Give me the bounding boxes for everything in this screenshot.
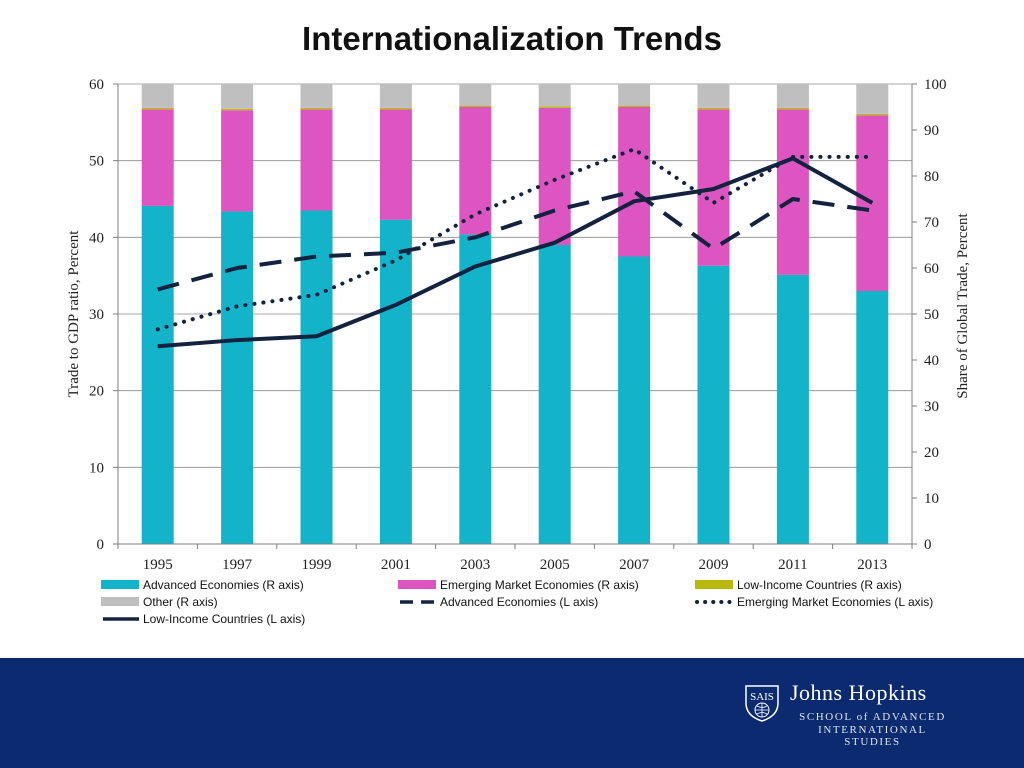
bar-segment xyxy=(776,274,809,544)
bar-segment xyxy=(538,84,571,107)
bar-segment xyxy=(618,256,651,544)
right-tick-label: 90 xyxy=(924,123,939,139)
line-series-dashed xyxy=(157,189,873,292)
x-tick-label: 2001 xyxy=(381,557,411,573)
bar-segment xyxy=(221,108,254,111)
bar-segment xyxy=(697,107,730,110)
x-tick-label: 2007 xyxy=(619,557,650,573)
right-tick-label: 10 xyxy=(924,491,939,507)
logo-name: Johns Hopkins xyxy=(790,680,927,705)
left-tick-label: 60 xyxy=(89,77,104,93)
x-tick-label: 1999 xyxy=(302,557,332,573)
bar-segment xyxy=(221,211,254,545)
bar-segment xyxy=(379,109,412,220)
legend-label: Other (R axis) xyxy=(143,595,218,609)
bar-segment xyxy=(459,234,492,545)
x-tick-label: 1997 xyxy=(222,557,253,573)
legend-swatch xyxy=(398,580,436,589)
right-tick-label: 40 xyxy=(924,353,939,369)
bar-segment xyxy=(141,205,174,544)
line-series-solid xyxy=(157,156,874,349)
bar-segment xyxy=(459,84,492,106)
left-tick-label: 30 xyxy=(89,307,104,323)
bar-segment xyxy=(300,84,333,108)
bar-segment xyxy=(300,109,333,211)
legend-label: Advanced Economies (L axis) xyxy=(440,595,598,609)
chart: 0 10 20 30 40 50 60 0 10 20 30 40 50 60 70 80 90 100 1995 1… xyxy=(66,77,971,626)
legend-label: Low-Income Countries (L axis) xyxy=(143,612,305,626)
lines xyxy=(155,147,875,349)
logo-school-line1: SCHOOL of ADVANCED xyxy=(799,711,946,723)
bar-segment xyxy=(776,107,809,110)
line-series-dotted xyxy=(155,147,875,332)
bar-segment xyxy=(856,84,889,114)
bar-segment xyxy=(379,219,412,544)
right-tick-label: 30 xyxy=(924,399,939,415)
left-tick-label: 20 xyxy=(89,384,104,400)
right-tick-label: 80 xyxy=(924,169,939,185)
legend-swatch xyxy=(101,580,139,589)
bar-segment xyxy=(776,109,809,275)
left-tick-label: 50 xyxy=(89,154,104,170)
x-tick-label: 2003 xyxy=(460,557,490,573)
bar-segment xyxy=(538,106,571,108)
legend-label: Emerging Market Economies (R axis) xyxy=(440,578,639,592)
x-tick-label: 2009 xyxy=(699,557,729,573)
legend-swatch xyxy=(101,597,139,606)
footer-band xyxy=(0,658,1024,768)
x-tick-label: 2011 xyxy=(778,557,807,573)
legend-label: Emerging Market Economies (L axis) xyxy=(737,595,933,609)
bar-segment xyxy=(459,107,492,235)
bar-segment xyxy=(618,105,651,107)
bar-segment xyxy=(856,291,889,544)
x-tick-label: 2005 xyxy=(540,557,570,573)
left-tick-label: 40 xyxy=(89,230,104,246)
left-tick-label: 0 xyxy=(97,537,105,553)
legend-swatch xyxy=(695,580,733,589)
legend-label: Low-Income Countries (R axis) xyxy=(737,578,902,592)
slide-title: Internationalization Trends xyxy=(302,20,722,57)
bar-segment xyxy=(300,210,333,544)
bar-segment xyxy=(141,109,174,206)
bar-segment xyxy=(697,265,730,544)
left-tick-label: 10 xyxy=(89,460,104,476)
x-tick-label: 1995 xyxy=(143,557,173,573)
bar-segment xyxy=(221,110,254,212)
bar-segment xyxy=(300,107,333,110)
right-tick-label: 70 xyxy=(924,215,939,231)
bar-segment xyxy=(379,84,412,108)
bar-segment xyxy=(459,105,492,107)
x-tick-label: 2013 xyxy=(857,557,887,573)
bar-segment xyxy=(221,84,254,109)
legend-label: Advanced Economies (R axis) xyxy=(143,578,304,592)
right-tick-label: 50 xyxy=(924,307,939,323)
bar-segment xyxy=(856,113,889,116)
logo-mark-text: SAIS xyxy=(750,691,774,703)
axes: 0 10 20 30 40 50 60 0 10 20 30 40 50 60 70 80 90 100 1995 1… xyxy=(66,77,971,573)
bar-segment xyxy=(697,84,730,108)
right-tick-label: 100 xyxy=(924,77,947,93)
bar-segment xyxy=(776,84,809,108)
bar-segment xyxy=(538,107,571,245)
bar-segment xyxy=(538,245,571,544)
logo-school-line2: INTERNATIONAL STUDIES xyxy=(818,724,927,748)
bar-segment xyxy=(141,107,174,110)
right-tick-label: 60 xyxy=(924,261,939,277)
right-axis-title: Share of Global Trade, Percent xyxy=(955,212,971,398)
bars xyxy=(141,84,889,545)
bar-segment xyxy=(379,107,412,110)
right-tick-label: 20 xyxy=(924,445,939,461)
legend: Advanced Economies (R axis) Emerging Mark… xyxy=(101,578,933,626)
sais-seal-icon: SAIS xyxy=(745,685,779,722)
bar-segment xyxy=(856,115,889,291)
bar-segment xyxy=(141,84,174,108)
left-axis-title: Trade to GDP ratio, Percent xyxy=(66,230,82,398)
bar-segment xyxy=(618,107,651,257)
bar-segment xyxy=(618,84,651,106)
right-tick-label: 0 xyxy=(924,537,932,553)
